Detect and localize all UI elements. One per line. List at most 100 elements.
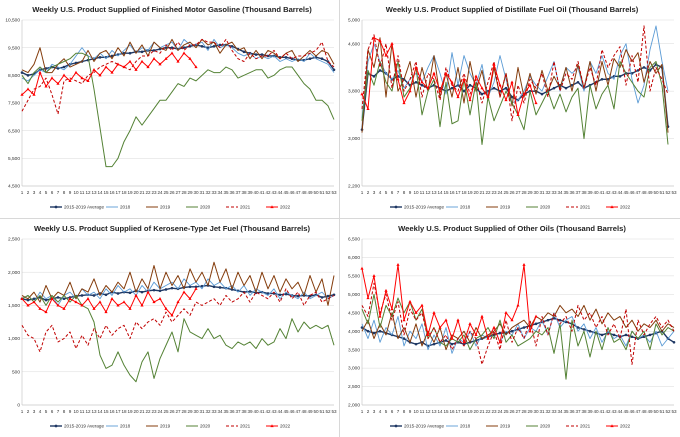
data-point — [378, 329, 382, 333]
x-tick-label: 24 — [497, 409, 503, 414]
series-line — [361, 282, 675, 365]
legend-item-2021: 2021 — [566, 205, 591, 210]
data-point — [486, 336, 490, 340]
data-point — [450, 342, 454, 346]
x-tick-label: 23 — [151, 409, 157, 414]
data-point — [308, 57, 312, 61]
data-point — [80, 294, 84, 297]
data-point — [122, 65, 126, 69]
data-point — [194, 65, 198, 69]
x-tick-label: 30 — [533, 409, 539, 414]
data-point — [56, 303, 60, 307]
x-tick-label: 28 — [181, 409, 187, 414]
data-point — [474, 74, 478, 78]
series-line — [361, 293, 675, 380]
data-point — [80, 76, 84, 80]
x-tick-label: 9 — [69, 409, 72, 414]
x-tick-label: 40 — [593, 409, 599, 414]
x-tick-label: 3 — [33, 409, 36, 414]
data-point — [576, 326, 580, 329]
x-tick-label: 53 — [671, 409, 677, 414]
x-tick-label: 6 — [391, 409, 394, 414]
x-tick-label: 29 — [187, 409, 193, 414]
data-point — [146, 65, 150, 69]
data-point — [332, 68, 336, 72]
data-point — [296, 294, 300, 298]
x-tick-label: 3 — [373, 190, 376, 195]
series-2022 — [360, 263, 538, 344]
x-tick-label: 53 — [671, 190, 677, 195]
x-tick-label: 7 — [57, 409, 60, 414]
series-line — [21, 288, 197, 316]
x-tick-label: 17 — [455, 190, 461, 195]
x-tick-label: 15 — [443, 409, 449, 414]
data-point — [128, 59, 132, 63]
x-tick-label: 46 — [629, 190, 635, 195]
data-point — [62, 65, 66, 69]
data-point — [32, 92, 36, 96]
data-point — [480, 86, 484, 90]
data-point — [134, 293, 138, 297]
x-tick-label: 36 — [569, 190, 575, 195]
legend-item-2021: 2021 — [566, 424, 591, 429]
data-point — [20, 92, 24, 96]
y-tick-label: 6,500 — [8, 128, 20, 134]
x-tick-label: 34 — [557, 190, 563, 195]
series-line — [361, 304, 675, 351]
data-point — [390, 41, 394, 45]
x-tick-label: 11 — [420, 409, 425, 414]
series-line — [21, 278, 335, 306]
x-tick-label: 34 — [557, 409, 563, 414]
data-point — [492, 86, 496, 90]
series-2020 — [361, 293, 675, 380]
x-tick-label: 53 — [331, 409, 337, 414]
x-tick-label: 32 — [545, 409, 551, 414]
data-point — [320, 57, 324, 61]
x-tick-label: 40 — [593, 190, 599, 195]
data-point — [50, 76, 54, 80]
data-point — [546, 318, 550, 322]
x-tick-label: 22 — [485, 409, 491, 414]
series-line — [361, 37, 537, 116]
legend-marker — [394, 424, 398, 428]
x-tick-label: 51 — [659, 409, 665, 414]
series-2020 — [21, 52, 335, 168]
legend-label: 2018 — [460, 205, 471, 210]
x-tick-label: 6 — [51, 409, 54, 414]
data-point — [456, 95, 460, 99]
x-tick-label: 16 — [109, 190, 115, 195]
legend-label: 2021 — [240, 205, 251, 210]
legend-marker — [54, 205, 58, 209]
data-point — [606, 77, 610, 81]
x-tick-label: 40 — [253, 190, 259, 195]
x-tick-label: 25 — [163, 190, 169, 195]
y-tick-label: 2,500 — [348, 384, 360, 390]
data-point — [402, 337, 406, 340]
x-tick-label: 27 — [175, 409, 181, 414]
x-tick-label: 26 — [509, 190, 515, 195]
x-tick-label: 42 — [265, 190, 271, 195]
legend-label: 2022 — [620, 424, 631, 429]
data-point — [140, 303, 144, 307]
data-point — [68, 296, 72, 300]
data-point — [498, 83, 502, 87]
data-point — [152, 49, 156, 52]
x-tick-label: 9 — [409, 190, 412, 195]
x-tick-label: 27 — [175, 190, 181, 195]
x-tick-label: 45 — [283, 409, 289, 414]
x-tick-label: 49 — [647, 409, 653, 414]
data-point — [366, 329, 370, 333]
panel-divider-horizontal — [0, 218, 680, 219]
x-tick-label: 16 — [449, 409, 455, 414]
data-point — [498, 340, 502, 344]
x-tick-label: 39 — [587, 190, 593, 195]
data-point — [200, 44, 204, 48]
data-point — [146, 290, 150, 294]
data-point — [188, 56, 192, 60]
y-tick-label: 7,500 — [8, 101, 20, 107]
series-line — [21, 261, 335, 306]
legend-marker — [270, 424, 274, 428]
x-tick-label: 45 — [283, 190, 289, 195]
x-tick-label: 6 — [391, 190, 394, 195]
x-tick-label: 23 — [151, 190, 157, 195]
